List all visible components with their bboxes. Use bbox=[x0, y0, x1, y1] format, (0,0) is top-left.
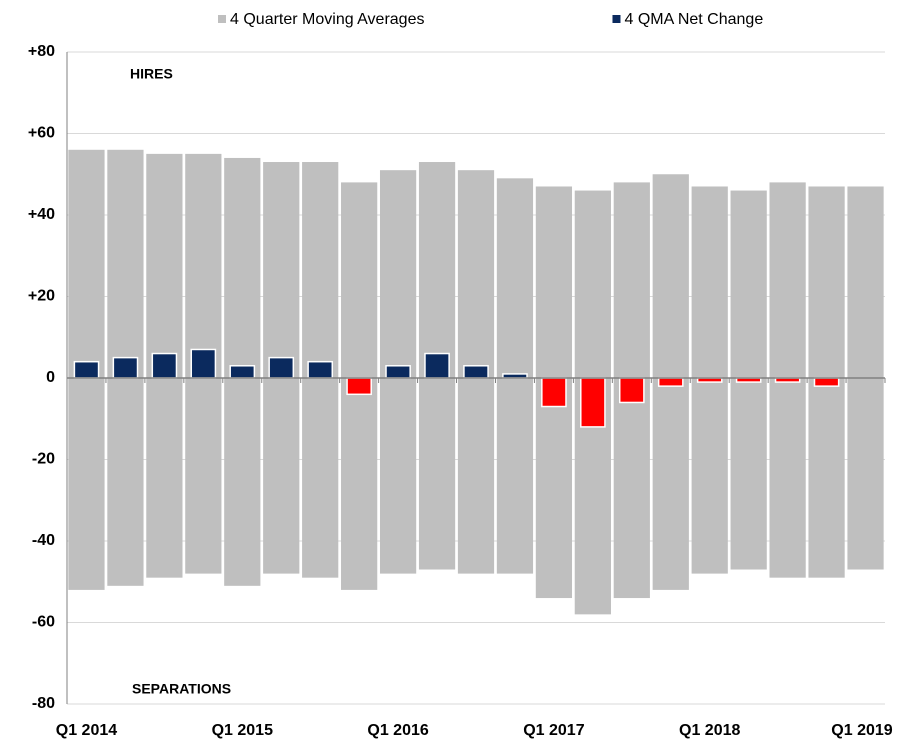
net-change-bar bbox=[657, 377, 684, 387]
average-bar bbox=[613, 378, 650, 599]
average-bar bbox=[68, 149, 105, 378]
average-bar bbox=[418, 162, 456, 378]
average-bar bbox=[418, 378, 456, 570]
average-bar bbox=[302, 378, 339, 578]
net-change-bar bbox=[618, 377, 645, 404]
net-change-bar bbox=[541, 377, 567, 408]
net-change-bar bbox=[424, 352, 450, 379]
y-tick-label: +40 bbox=[28, 206, 55, 223]
average-bar bbox=[535, 378, 573, 599]
average-bar bbox=[496, 378, 534, 574]
average-bar bbox=[263, 378, 300, 574]
average-bar bbox=[107, 149, 144, 378]
y-tick-label: 0 bbox=[46, 369, 55, 386]
net-change-bar bbox=[73, 360, 100, 379]
average-bar bbox=[769, 182, 806, 378]
average-bar bbox=[808, 186, 845, 378]
average-bar bbox=[847, 378, 884, 570]
x-tick-label: Q1 2017 bbox=[523, 722, 584, 739]
average-bar bbox=[379, 170, 417, 378]
average-bar bbox=[341, 182, 378, 378]
average-bar bbox=[68, 378, 105, 590]
legend-label: 4 Quarter Moving Averages bbox=[230, 11, 424, 28]
y-tick-label: -20 bbox=[32, 451, 55, 468]
y-tick-label: +20 bbox=[28, 288, 55, 305]
net-change-bar bbox=[346, 377, 372, 396]
average-bar bbox=[535, 186, 573, 378]
net-change-bar bbox=[307, 360, 334, 379]
annotation: HIRES bbox=[130, 66, 173, 82]
x-tick-label: Q1 2019 bbox=[831, 722, 892, 739]
average-bar bbox=[730, 190, 767, 378]
average-bar bbox=[691, 186, 728, 378]
average-bar bbox=[808, 378, 845, 578]
net-change-bar bbox=[580, 377, 606, 428]
average-bar bbox=[224, 157, 261, 378]
x-tick-label: Q1 2018 bbox=[679, 722, 740, 739]
average-bar bbox=[185, 378, 222, 574]
average-bar bbox=[146, 153, 183, 378]
net-change-bar bbox=[190, 348, 217, 379]
average-bar bbox=[107, 378, 144, 586]
y-tick-label: -40 bbox=[32, 532, 55, 549]
average-bar bbox=[652, 174, 689, 378]
average-bar bbox=[302, 162, 339, 378]
x-tick-label: Q1 2014 bbox=[56, 722, 117, 739]
legend-swatch bbox=[612, 15, 621, 23]
x-tick-label: Q1 2015 bbox=[212, 722, 273, 739]
average-bar bbox=[613, 182, 650, 378]
average-bar bbox=[341, 378, 378, 590]
legend-label: 4 QMA Net Change bbox=[624, 11, 763, 28]
net-change-bar bbox=[268, 356, 295, 379]
y-tick-label: -60 bbox=[32, 614, 55, 631]
average-bar bbox=[769, 378, 806, 578]
net-change-bar bbox=[229, 365, 256, 379]
x-tick-label: Q1 2016 bbox=[367, 722, 428, 739]
average-bar bbox=[652, 378, 689, 590]
average-bar bbox=[730, 378, 767, 570]
average-bar bbox=[379, 378, 417, 574]
average-bar bbox=[224, 378, 261, 586]
average-bar bbox=[263, 162, 300, 378]
y-tick-label: -80 bbox=[32, 695, 55, 712]
y-tick-label: +60 bbox=[28, 125, 55, 142]
net-change-bar bbox=[151, 352, 178, 379]
average-bar bbox=[146, 378, 183, 578]
average-bar bbox=[847, 186, 884, 378]
average-bar bbox=[457, 378, 495, 574]
average-bar bbox=[185, 153, 222, 378]
average-bar bbox=[457, 170, 495, 378]
average-bar bbox=[691, 378, 728, 574]
net-change-bar bbox=[385, 365, 411, 379]
net-change-bar bbox=[813, 377, 840, 387]
average-bar bbox=[574, 190, 611, 378]
average-bar bbox=[496, 178, 534, 378]
legend-swatch bbox=[218, 15, 226, 23]
net-change-bar bbox=[112, 356, 139, 379]
net-change-bar bbox=[463, 365, 489, 379]
annotation: SEPARATIONS bbox=[132, 681, 231, 697]
y-tick-label: +80 bbox=[28, 43, 55, 60]
